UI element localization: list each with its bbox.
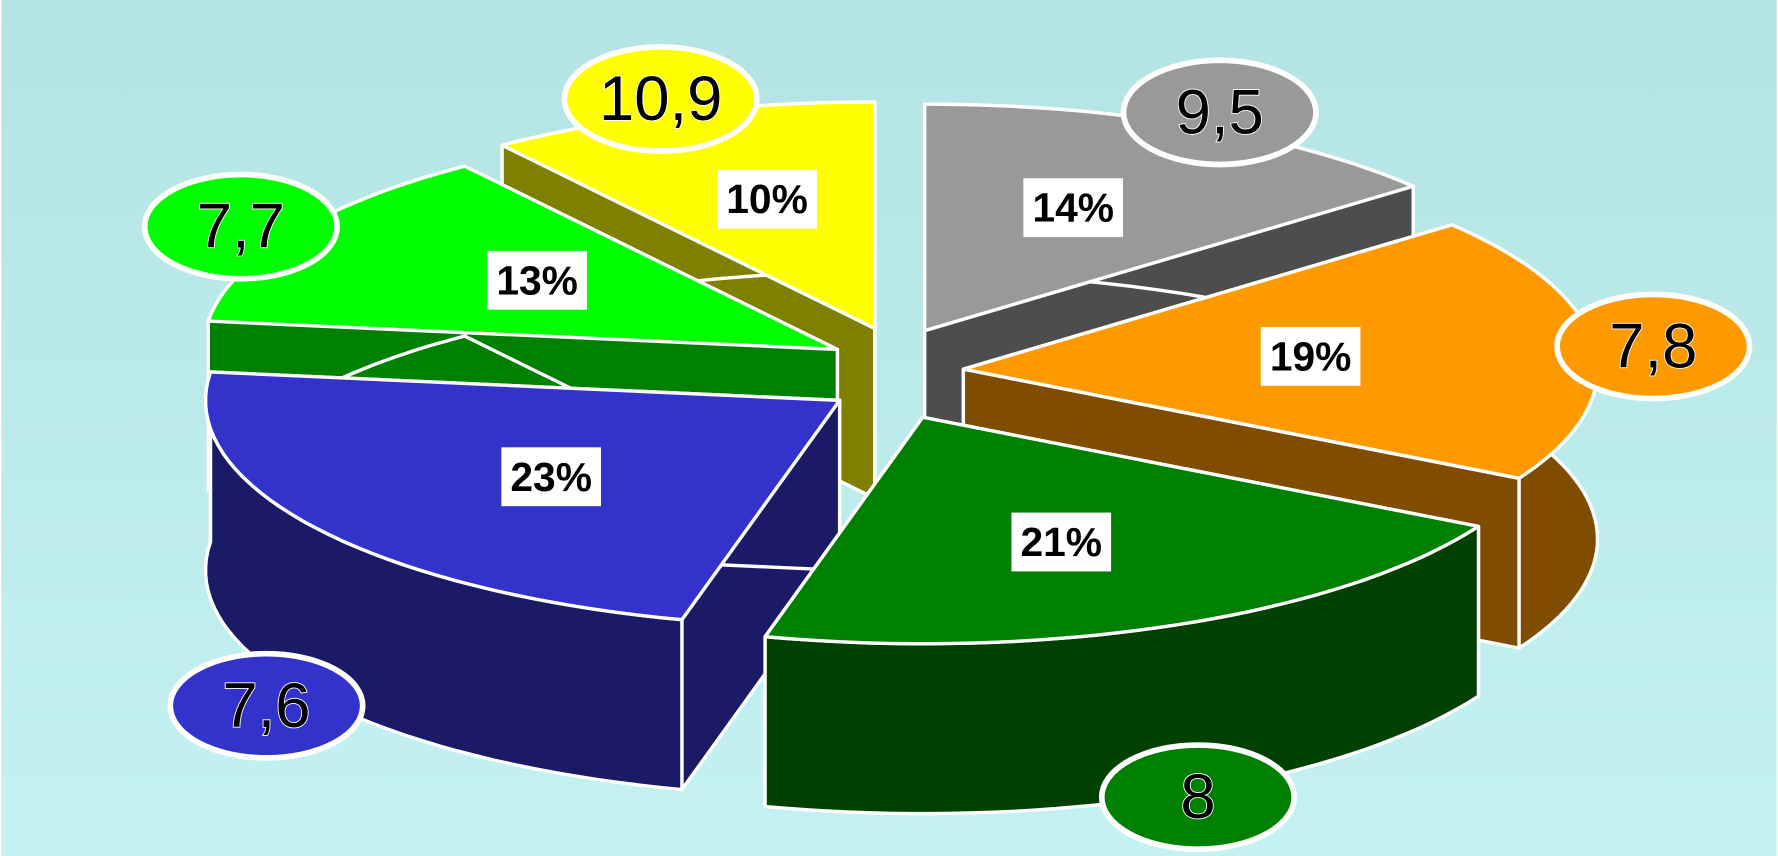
value-oval xyxy=(561,44,760,154)
value-oval-label: 7,8 xyxy=(1609,311,1697,381)
label-box xyxy=(501,447,601,507)
percent-label: 21% xyxy=(1020,519,1102,565)
label-box xyxy=(1260,326,1361,386)
value-oval xyxy=(1120,57,1319,168)
percent-label: 23% xyxy=(510,454,592,500)
value-oval xyxy=(167,650,366,761)
slice xyxy=(763,415,1481,816)
percent-label: 19% xyxy=(1270,333,1352,379)
value-oval-label: 8 xyxy=(1180,762,1215,832)
value-oval xyxy=(1098,742,1298,853)
value-oval-label: 10,9 xyxy=(599,64,722,134)
value-oval xyxy=(1554,291,1753,402)
value-oval-label: 7,6 xyxy=(222,671,310,741)
label-box xyxy=(1023,178,1124,238)
value-oval-label: 9,5 xyxy=(1176,77,1264,147)
percent-label: 14% xyxy=(1032,185,1114,231)
value-oval xyxy=(141,171,340,282)
label-box xyxy=(1011,512,1112,572)
slice-top xyxy=(763,415,1481,646)
percent-label: 13% xyxy=(496,257,578,303)
label-box xyxy=(487,250,587,310)
label-box xyxy=(717,169,817,229)
percent-label: 10% xyxy=(726,176,808,222)
value-oval-label: 7,7 xyxy=(197,192,285,262)
